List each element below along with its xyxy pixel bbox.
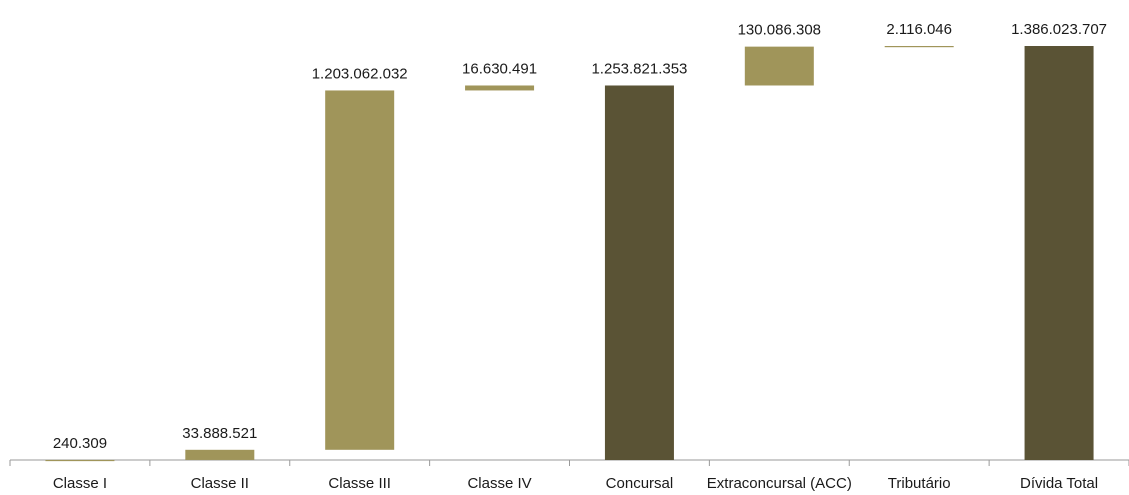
x-tick-label: Tributário: [888, 475, 951, 492]
x-tick-label: Extraconcursal (ACC): [707, 475, 852, 492]
bar-increment: [465, 85, 535, 91]
data-label: 1.253.821.353: [591, 60, 687, 77]
bar-increment: [884, 46, 954, 48]
bar-increment: [325, 90, 395, 450]
bar-total: [604, 85, 674, 460]
data-label: 33.888.521: [182, 425, 257, 442]
x-tick-label: Classe IV: [467, 475, 531, 492]
x-tick-label: Classe II: [191, 475, 249, 492]
data-label: 130.086.308: [738, 22, 821, 39]
x-tick-label: Dívida Total: [1020, 475, 1098, 492]
bar-total: [1024, 46, 1094, 460]
data-label: 1.386.023.707: [1011, 21, 1107, 38]
x-tick-label: Classe I: [53, 475, 107, 492]
data-label: 1.203.062.032: [312, 65, 408, 82]
bar-increment: [744, 46, 814, 86]
x-tick-label: Classe III: [328, 475, 391, 492]
data-label: 16.630.491: [462, 60, 537, 77]
data-label: 2.116.046: [886, 21, 952, 38]
x-tick-label: Concursal: [606, 475, 674, 492]
data-label: 240.309: [53, 435, 107, 452]
bar-increment: [185, 449, 255, 460]
bar-increment: [45, 459, 115, 462]
